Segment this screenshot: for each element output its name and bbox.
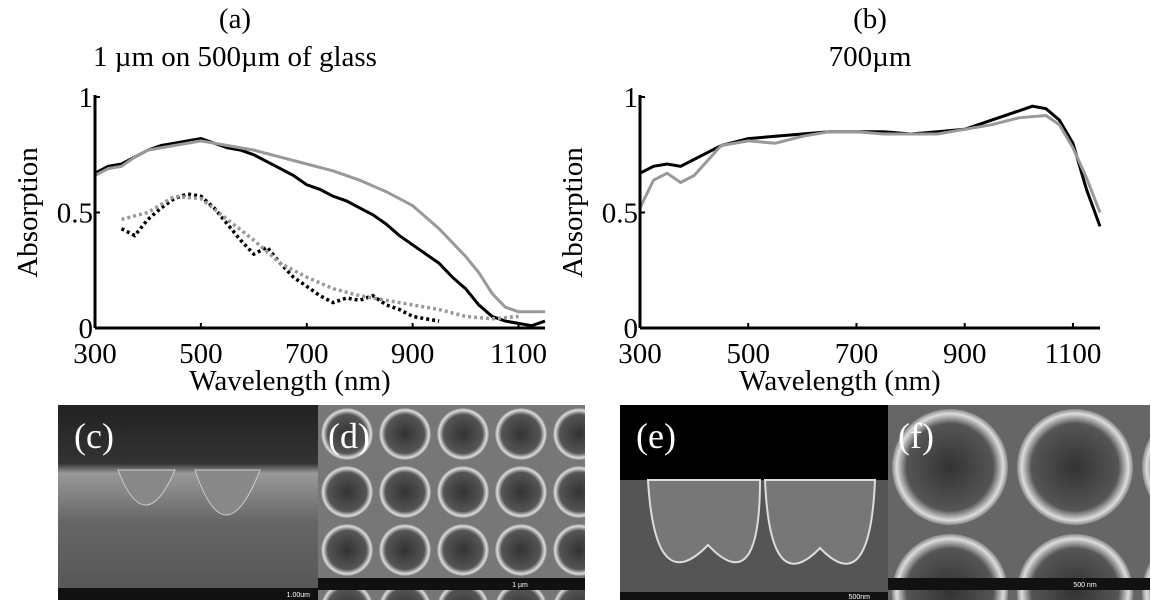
data-line [640, 106, 1100, 226]
panel-label: (f) [898, 416, 934, 456]
panel-label: (e) [636, 416, 676, 456]
x-tick-label: 1100 [490, 338, 547, 370]
chart-title: 1 µm on 500µm of glass [93, 41, 377, 73]
y-tick-label: 0.5 [57, 198, 93, 230]
panel-label: (a) [219, 3, 251, 35]
x-tick-label: 1100 [1044, 338, 1101, 370]
y-axis-title: Absorption [557, 147, 589, 278]
x-tick-label: 900 [943, 338, 987, 370]
y-axis-title: Absorption [12, 147, 44, 278]
sem-c: (c) 1.00um [58, 405, 318, 600]
x-tick-label: 500 [726, 338, 770, 370]
y-tick-label: 0.5 [602, 198, 638, 230]
figure: (c) 1.00um (d) 1 µm (e) 500nm (f) 500 nm… [0, 0, 1151, 603]
sem-f: (f) 500 nm [888, 405, 1150, 600]
panel-label: (b) [853, 3, 887, 35]
y-tick-label: 1 [624, 82, 639, 114]
scale-label: 1.00um [287, 592, 311, 599]
data-line [640, 116, 1100, 213]
chart-title: 700µm [829, 41, 912, 73]
panel-label: (d) [328, 416, 370, 456]
data-line [122, 194, 440, 321]
data-line [122, 196, 519, 318]
sem-d: (d) 1 µm [318, 405, 585, 600]
x-tick-label: 300 [618, 338, 662, 370]
y-tick-label: 1 [79, 82, 94, 114]
x-tick-label: 700 [835, 338, 879, 370]
data-line [95, 141, 545, 312]
scale-label: 1 µm [512, 582, 528, 589]
sem-e: (e) 500nm [620, 405, 888, 601]
x-tick-label: 700 [285, 338, 329, 370]
scale-label: 500nm [849, 594, 871, 601]
x-tick-label: 300 [73, 338, 117, 370]
panel-label: (c) [74, 416, 114, 456]
x-tick-label: 900 [391, 338, 435, 370]
scale-label: 500 nm [1073, 582, 1097, 589]
x-tick-label: 500 [179, 338, 223, 370]
page: (c) 1.00um (d) 1 µm (e) 500nm (f) 500 nm… [0, 0, 1151, 608]
